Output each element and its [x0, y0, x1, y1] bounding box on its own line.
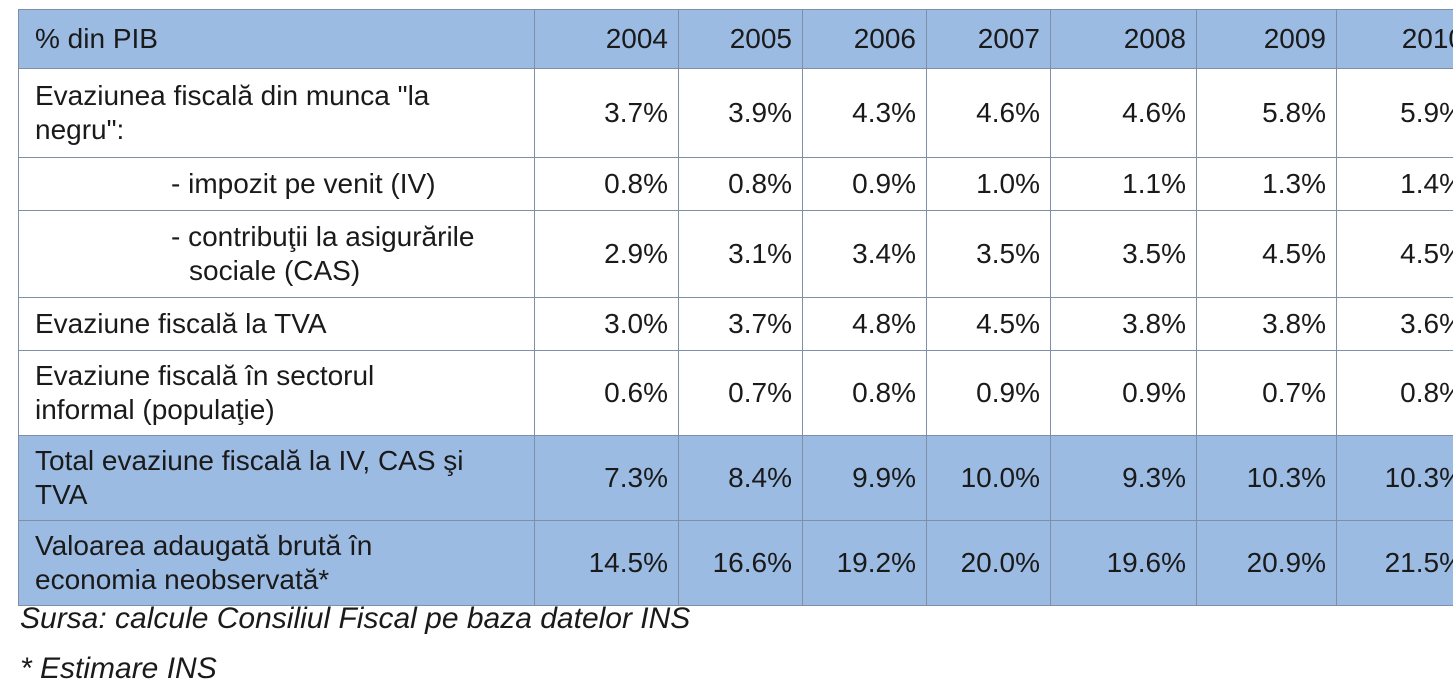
table-cell: 3.8%: [1050, 297, 1197, 351]
table-cell: 4.5%: [1336, 210, 1453, 298]
table-cell: 3.5%: [926, 210, 1051, 298]
table-cell: 14.5%: [534, 520, 679, 606]
header-year: 2008: [1050, 9, 1197, 69]
table-row-total: Valoarea adaugată brută în economia neob…: [18, 520, 1453, 606]
row-label: Evaziune fiscală la TVA: [18, 297, 535, 351]
header-year: 2006: [802, 9, 927, 69]
header-year: 2010: [1336, 9, 1453, 69]
table-row-total: Total evaziune fiscală la IV, CAS şi TVA…: [18, 435, 1453, 521]
table-cell: 4.3%: [802, 68, 927, 158]
table-cell: 10.3%: [1336, 435, 1453, 521]
row-label-line: informal (populaţie): [35, 394, 275, 425]
table-cell: 1.3%: [1196, 157, 1337, 211]
table-cell: 1.1%: [1050, 157, 1197, 211]
header-year: 2005: [678, 9, 803, 69]
row-label: - impozit pe venit (IV): [18, 157, 535, 211]
table-cell: 2.9%: [534, 210, 679, 298]
table-cell: 4.5%: [1196, 210, 1337, 298]
table-cell: 0.9%: [802, 157, 927, 211]
table-cell: 4.5%: [926, 297, 1051, 351]
row-label: - contribuţii la asigurările sociale (CA…: [18, 210, 535, 298]
table-cell: 0.8%: [678, 157, 803, 211]
table-cell: 1.0%: [926, 157, 1051, 211]
table-cell: 4.6%: [926, 68, 1051, 158]
row-label-line: Evaziunea fiscală din munca "la: [35, 80, 430, 111]
table-cell: 3.7%: [534, 68, 679, 158]
fiscal-evasion-table: % din PIB 2004 2005 2006 2007 2008 2009 …: [18, 9, 1453, 606]
table-cell: 21.5%: [1336, 520, 1453, 606]
table-cell: 7.3%: [534, 435, 679, 521]
table-cell: 20.0%: [926, 520, 1051, 606]
table-cell: 1.4%: [1336, 157, 1453, 211]
table-cell: 5.8%: [1196, 68, 1337, 158]
table-cell: 19.2%: [802, 520, 927, 606]
row-label-line: Valoarea adaugată brută în: [35, 530, 373, 561]
table-cell: 3.4%: [802, 210, 927, 298]
table-cell: 3.0%: [534, 297, 679, 351]
table-cell: 3.9%: [678, 68, 803, 158]
table-cell: 16.6%: [678, 520, 803, 606]
table-cell: 9.9%: [802, 435, 927, 521]
table-row: Evaziunea fiscală din munca "la negru": …: [18, 68, 1453, 158]
row-label-line: TVA: [35, 479, 88, 510]
header-year: 2009: [1196, 9, 1337, 69]
table-row: Evaziune fiscală în sectorul informal (p…: [18, 350, 1453, 436]
header-year: 2007: [926, 9, 1051, 69]
row-label-line: Evaziune fiscală în sectorul: [35, 360, 375, 391]
source-note: Sursa: calcule Consiliul Fiscal pe baza …: [20, 602, 691, 635]
footnote: * Estimare INS: [20, 652, 217, 685]
table-cell: 3.7%: [678, 297, 803, 351]
row-label-line: economia neobservată*: [35, 564, 330, 595]
table-cell: 20.9%: [1196, 520, 1337, 606]
row-label-line: Total evaziune fiscală la IV, CAS şi: [35, 445, 464, 476]
table-cell: 0.9%: [1050, 350, 1197, 436]
header-label: % din PIB: [18, 9, 535, 69]
table-cell: 0.9%: [926, 350, 1051, 436]
table-cell: 0.6%: [534, 350, 679, 436]
row-label: Evaziunea fiscală din munca "la negru":: [18, 68, 535, 158]
table-cell: 10.3%: [1196, 435, 1337, 521]
row-label-line: negru":: [35, 114, 125, 145]
row-label-line: sociale (CAS): [189, 255, 361, 286]
row-label-line: - contribuţii la asigurările: [171, 221, 475, 252]
table-cell: 5.9%: [1336, 68, 1453, 158]
row-label: Evaziune fiscală în sectorul informal (p…: [18, 350, 535, 436]
table-cell: 8.4%: [678, 435, 803, 521]
table-row: Evaziune fiscală la TVA 3.0% 3.7% 4.8% 4…: [18, 297, 1453, 351]
table-cell: 4.8%: [802, 297, 927, 351]
row-label: Total evaziune fiscală la IV, CAS şi TVA: [18, 435, 535, 521]
table-cell: 9.3%: [1050, 435, 1197, 521]
table-row: - impozit pe venit (IV) 0.8% 0.8% 0.9% 1…: [18, 157, 1453, 211]
table-notes: Sursa: calcule Consiliul Fiscal pe baza …: [20, 594, 690, 694]
table-cell: 0.8%: [1336, 350, 1453, 436]
table-cell: 10.0%: [926, 435, 1051, 521]
table-header-row: % din PIB 2004 2005 2006 2007 2008 2009 …: [18, 9, 1453, 69]
header-year: 2004: [534, 9, 679, 69]
table-cell: 3.5%: [1050, 210, 1197, 298]
table-cell: 3.6%: [1336, 297, 1453, 351]
table-cell: 0.8%: [534, 157, 679, 211]
row-label: Valoarea adaugată brută în economia neob…: [18, 520, 535, 606]
table-cell: 3.8%: [1196, 297, 1337, 351]
table-cell: 0.8%: [802, 350, 927, 436]
table-cell: 0.7%: [1196, 350, 1337, 436]
table-row: - contribuţii la asigurările sociale (CA…: [18, 210, 1453, 298]
table-cell: 3.1%: [678, 210, 803, 298]
table-cell: 0.7%: [678, 350, 803, 436]
table-cell: 4.6%: [1050, 68, 1197, 158]
table-cell: 19.6%: [1050, 520, 1197, 606]
